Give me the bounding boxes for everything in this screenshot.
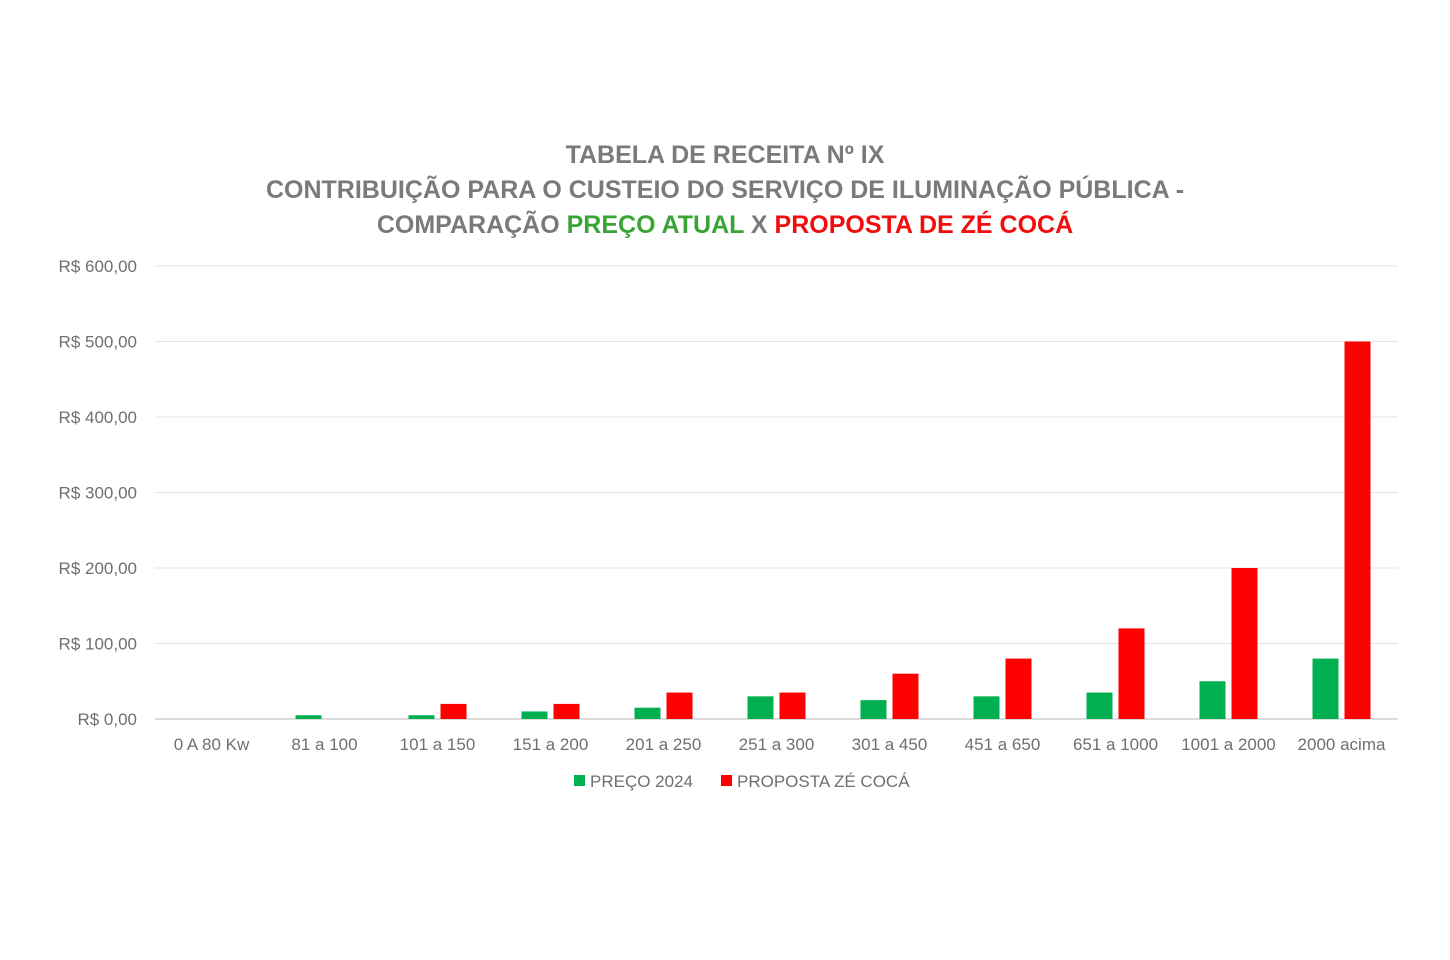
x-tick-label: 151 a 200 — [513, 735, 589, 754]
title-proposal-text: PROPOSTA DE ZÉ COCÁ — [774, 211, 1074, 239]
x-tick-label: 651 a 1000 — [1073, 735, 1158, 754]
title-comparison-text: COMPARAÇÃO — [376, 211, 567, 239]
bar-preco-2024-4 — [521, 711, 548, 719]
x-tick-label: 101 a 150 — [400, 735, 476, 754]
bar-preco-2024-8 — [973, 696, 1000, 719]
y-tick-label: R$ 100,00 — [59, 635, 137, 654]
legend-label-1: PREÇO 2024 — [590, 772, 693, 791]
bar-proposta-6 — [779, 692, 806, 719]
bar-proposta-9 — [1118, 628, 1145, 719]
y-tick-label: R$ 200,00 — [59, 559, 137, 578]
bar-proposta-4 — [553, 703, 580, 719]
title-versus-text: X — [743, 211, 775, 239]
legend-label-2: PROPOSTA ZÉ COCÁ — [737, 772, 910, 791]
x-tick-label: 1001 a 2000 — [1181, 735, 1276, 754]
bar-proposta-10 — [1231, 568, 1258, 719]
y-tick-label: R$ 400,00 — [59, 408, 137, 427]
bar-proposta-3 — [440, 703, 467, 719]
bars — [295, 341, 1371, 719]
bar-preco-2024-11 — [1312, 658, 1339, 719]
bar-proposta-5 — [666, 692, 693, 719]
y-tick-label: R$ 600,00 — [59, 257, 137, 276]
legend-swatch-2 — [721, 775, 732, 786]
bar-preco-2024-10 — [1199, 681, 1226, 719]
x-tick-label: 201 a 250 — [626, 735, 702, 754]
bar-proposta-7 — [892, 673, 919, 719]
bar-preco-2024-9 — [1086, 692, 1113, 719]
bar-preco-2024-7 — [860, 700, 887, 719]
bar-proposta-8 — [1005, 658, 1032, 719]
chart-title-line-2: CONTRIBUIÇÃO PARA O CUSTEIO DO SERVIÇO D… — [265, 176, 1185, 204]
bar-proposta-11 — [1344, 341, 1371, 719]
bar-preco-2024-3 — [408, 715, 435, 719]
x-tick-label: 2000 acima — [1298, 735, 1386, 754]
chart-title-line-3: COMPARAÇÃO PREÇO ATUAL X PROPOSTA DE ZÉ … — [0, 208, 1450, 243]
x-axis-tick-labels: 0 A 80 Kw 81 a 100 101 a 150 151 a 200 201 a… — [174, 735, 1386, 754]
legend: PREÇO 2024 PROPOSTA ZÉ COCÁ — [574, 772, 910, 791]
y-axis-tick-labels: R$ 0,00 R$ 100,00 R$ 200,00 R$ 300,00 R$ 400… — [59, 257, 137, 729]
y-tick-label: R$ 300,00 — [59, 484, 137, 503]
x-tick-label: 451 a 650 — [965, 735, 1041, 754]
y-tick-label: R$ 500,00 — [59, 333, 137, 352]
x-tick-label: 0 A 80 Kw — [174, 735, 250, 754]
chart-title-line-1: TABELA DE RECEITA Nº IX — [565, 141, 885, 169]
x-tick-label: 81 a 100 — [291, 735, 357, 754]
bar-preco-2024-2 — [295, 715, 322, 719]
x-tick-label: 301 a 450 — [852, 735, 928, 754]
bar-preco-2024-5 — [634, 707, 661, 719]
y-tick-label: R$ 0,00 — [77, 710, 137, 729]
bar-preco-2024-6 — [747, 696, 774, 719]
gridlines — [155, 265, 1398, 720]
chart-title: TABELA DE RECEITA Nº IX CONTRIBUIÇÃO PAR… — [0, 138, 1450, 243]
legend-swatch-1 — [574, 775, 585, 786]
title-current-price-text: PREÇO ATUAL — [566, 211, 744, 239]
x-tick-label: 251 a 300 — [739, 735, 815, 754]
